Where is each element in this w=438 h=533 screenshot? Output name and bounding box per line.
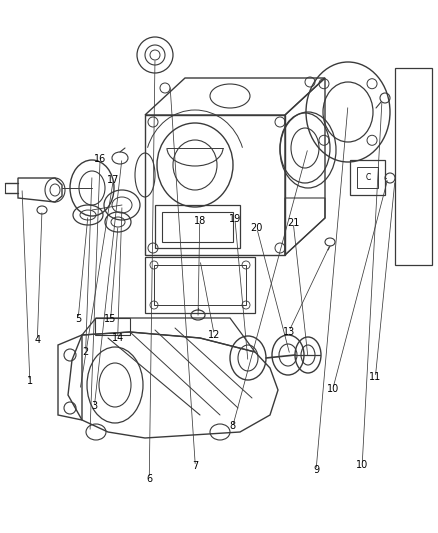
Text: 13: 13 <box>282 327 294 336</box>
Text: 10: 10 <box>355 460 367 470</box>
Text: C: C <box>364 174 370 182</box>
Text: 9: 9 <box>312 465 318 475</box>
Text: 21: 21 <box>286 218 299 228</box>
Text: 11: 11 <box>368 373 381 382</box>
Text: 16: 16 <box>94 154 106 164</box>
Text: 7: 7 <box>192 462 198 471</box>
Text: 4: 4 <box>34 335 40 345</box>
Text: 17: 17 <box>107 175 119 185</box>
Text: 20: 20 <box>250 223 262 233</box>
Text: 14: 14 <box>111 334 124 343</box>
Text: 19: 19 <box>228 214 240 223</box>
Text: 3: 3 <box>91 401 97 411</box>
Text: 1: 1 <box>27 376 33 386</box>
Text: 18: 18 <box>193 216 205 226</box>
Text: 10: 10 <box>326 384 338 394</box>
Text: 15: 15 <box>104 314 117 324</box>
Text: 6: 6 <box>146 474 152 483</box>
Text: 2: 2 <box>82 347 88 357</box>
Text: 5: 5 <box>75 314 81 324</box>
Text: 12: 12 <box>208 330 220 340</box>
Text: 8: 8 <box>229 422 235 431</box>
